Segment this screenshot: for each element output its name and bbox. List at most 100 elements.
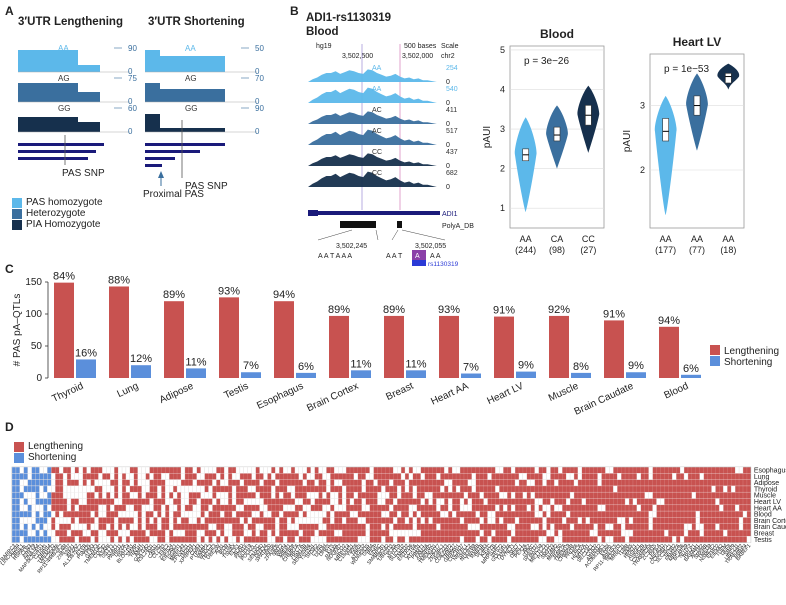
heatmap-cell-11-4 [51,485,56,493]
heatmap-cell-137-1 [546,466,551,474]
heatmap-cell-114-1 [455,466,461,474]
heatmap-cell-78-3 [314,479,319,487]
heatmap-cell-103-1 [412,466,417,474]
heatmap-cell-77-12 [310,536,315,543]
heatmap-cell-103-4 [412,485,417,493]
browser-track-4 [308,129,438,145]
heatmap-cell-28-3 [117,479,123,487]
browser-pos2: 3,502,000 [402,53,433,60]
heatmap-cell-61-1 [247,466,252,474]
heatmap-cell-157-12 [624,536,630,543]
heatmap-cell-61-6 [247,498,252,505]
heatmap-cell-1-2 [11,473,17,480]
heatmap-cell-182-11 [723,529,728,537]
heatmap-cell-42-11 [173,529,178,537]
heatmap-cell-129-3 [514,479,520,487]
barchart-legend-swatch-2 [710,356,720,366]
bar-lengthening-4 [219,297,239,378]
heatmap-cell-31-12 [129,536,134,543]
heatmap-cell-81-2 [326,473,331,480]
heatmap-cell-34-5 [141,492,146,499]
heatmap-cell-102-8 [408,510,413,518]
heatmap-cell-7-9 [35,517,40,524]
shortening-track-3 [145,114,225,132]
legend-a-pia-label: PIA Homozygote [26,219,101,230]
heatmap-cell-49-11 [200,529,205,537]
heatmap-cell-90-9 [361,517,366,524]
heatmap-cell-101-9 [404,517,410,524]
violin-1-title: Blood [540,27,574,41]
bar-shortening-8 [461,373,481,378]
heatmap-cell-53-2 [216,473,221,480]
heatmap-cell-55-3 [224,479,229,487]
heatmap-cell-41-9 [169,517,174,524]
heatmap-cell-59-12 [239,536,244,543]
bar-label-lengthening-1: 84% [53,271,75,283]
heatmap-cell-24-4 [102,485,107,493]
heatmap-cell-59-1 [239,466,244,474]
violin-2-box-3 [725,73,732,84]
heatmap-cell-164-7 [652,504,657,512]
heatmap-cell-38-10 [157,523,162,531]
heatmap-cell-136-3 [542,479,547,487]
heatmap-cell-132-7 [526,504,531,512]
heatmap-cell-17-5 [74,492,79,499]
heatmap-cell-137-2 [546,473,551,480]
bar-label-shortening-11: 9% [628,360,644,372]
violin-2-title: Heart LV [673,35,721,49]
heatmap-cell-99-4 [397,485,402,493]
heatmap-cell-82-9 [330,517,335,524]
heatmap-cell-75-7 [302,504,307,512]
heatmap-cell-80-8 [322,510,327,518]
heatmap-cell-176-2 [699,473,704,480]
heatmap-cell-41-4 [169,485,174,493]
heatmap-cell-40-4 [165,485,170,493]
heatmap-cell-152-12 [605,536,610,543]
violin-2-pvalue: p = 1e−53 [664,64,709,75]
heatmap-cell-136-2 [542,473,547,480]
heatmap-cell-20-1 [86,466,91,474]
heatmap-cell-98-12 [393,536,398,543]
heatmap-cell-136-12 [542,536,547,543]
heatmap-cell-128-10 [510,523,516,531]
heatmap-cell-21-8 [90,510,95,518]
heatmap-tissue-5: Muscle [754,493,776,500]
heatmap-cell-54-6 [220,498,225,505]
heatmap-cell-17-7 [74,504,79,512]
heatmap-cell-137-7 [546,504,551,512]
heatmap-cell-46-9 [188,517,193,524]
heatmap-cell-13-9 [59,517,64,524]
heatmap-cell-46-8 [188,510,193,518]
bar-lengthening-10 [549,315,569,378]
bar-label-lengthening-4: 93% [218,285,240,297]
heatmap-cell-83-11 [334,529,339,537]
heatmap-cell-107-5 [428,492,433,499]
heatmap-cell-74-2 [298,473,303,480]
heatmap-cell-142-2 [566,473,571,480]
heatmap-cell-155-9 [617,517,622,524]
heatmap-cell-110-4 [440,485,445,493]
heatmap-cell-17-12 [74,536,79,543]
heatmap-cell-91-11 [365,529,370,537]
heatmap-cell-10-1 [47,466,52,474]
heatmap-cell-91-10 [365,523,370,531]
bar-shortening-10 [571,372,591,378]
heatmap-tissue-1: Esophagus [754,468,786,475]
heatmap-cell-18-10 [78,523,83,531]
violin-2-xtick-2: AA [691,234,703,244]
heatmap-cell-71-10 [286,523,292,531]
barchart-xtick-1: Thyroid [50,381,85,405]
heatmap-cell-118-10 [471,523,476,531]
browser-title: ADI1-rs1130319 [306,12,392,24]
heatmap-cell-50-1 [204,466,209,474]
heatmap-cell-77-9 [310,517,315,524]
barchart-ylabel: # PAS pA–QTLs [12,294,23,367]
bar-label-lengthening-6: 89% [328,304,350,316]
lengthening-max-2: 75 [128,74,137,83]
heatmap-cell-184-4 [731,485,736,493]
heatmap-cell-118-3 [471,479,476,487]
heatmap-cell-180-6 [715,498,720,505]
heatmap-cell-7-4 [35,485,40,493]
heatmap-cell-28-8 [117,510,123,518]
